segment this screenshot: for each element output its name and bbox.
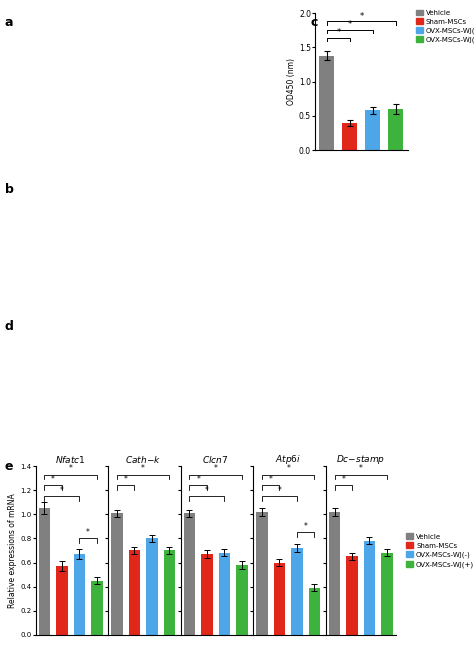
Title: $\it{Cath\mathrm{-}k}$: $\it{Cath\mathrm{-}k}$ xyxy=(125,454,161,466)
Text: *: * xyxy=(141,464,145,473)
Text: *: * xyxy=(214,464,218,473)
Title: $\it{Clcn7}$: $\it{Clcn7}$ xyxy=(202,454,229,466)
Bar xyxy=(319,56,334,150)
Bar xyxy=(39,508,50,635)
Bar xyxy=(236,565,247,635)
Legend: Vehicle, Sham-MSCs, OVX-MSCs-WJ(-), OVX-MSCs-WJ(+): Vehicle, Sham-MSCs, OVX-MSCs-WJ(-), OVX-… xyxy=(416,10,474,43)
Text: *: * xyxy=(51,475,55,485)
Text: e: e xyxy=(5,460,13,473)
Text: *: * xyxy=(341,475,345,485)
Bar xyxy=(201,554,213,635)
Bar xyxy=(381,553,392,635)
Bar xyxy=(111,513,123,635)
Text: *: * xyxy=(304,522,308,532)
Bar xyxy=(309,588,320,635)
Text: *: * xyxy=(348,20,352,29)
Bar xyxy=(184,513,195,635)
Bar xyxy=(164,550,175,635)
Bar xyxy=(91,581,102,635)
Bar xyxy=(329,512,340,635)
Bar xyxy=(364,541,375,635)
Bar xyxy=(129,550,140,635)
Text: *: * xyxy=(205,486,209,495)
Bar xyxy=(274,562,285,635)
Text: *: * xyxy=(359,12,364,21)
Bar xyxy=(146,539,157,635)
Text: *: * xyxy=(124,475,128,485)
Title: $\it{Dc\mathrm{-}stamp}$: $\it{Dc\mathrm{-}stamp}$ xyxy=(336,453,385,466)
Text: *: * xyxy=(196,475,200,485)
Text: *: * xyxy=(359,464,363,473)
Text: c: c xyxy=(310,16,318,29)
Text: a: a xyxy=(5,16,13,29)
Title: $\it{Atp6i}$: $\it{Atp6i}$ xyxy=(275,453,301,466)
Bar xyxy=(73,554,85,635)
Text: *: * xyxy=(277,486,282,495)
Text: *: * xyxy=(60,486,64,495)
Bar xyxy=(256,512,268,635)
Text: *: * xyxy=(86,528,90,537)
Y-axis label: OD450 (nm): OD450 (nm) xyxy=(287,58,296,105)
Bar xyxy=(389,109,403,150)
Bar xyxy=(342,123,357,150)
Title: $\it{Nfatc1}$: $\it{Nfatc1}$ xyxy=(55,454,86,466)
Bar xyxy=(291,548,302,635)
Bar xyxy=(346,556,358,635)
Text: d: d xyxy=(5,320,14,333)
Text: *: * xyxy=(69,464,73,473)
Text: *: * xyxy=(336,28,340,37)
Y-axis label: Relative expressions of mRNA: Relative expressions of mRNA xyxy=(9,493,18,608)
Legend: Vehicle, Sham-MSCs, OVX-MSCs-WJ(-), OVX-MSCs-WJ(+): Vehicle, Sham-MSCs, OVX-MSCs-WJ(-), OVX-… xyxy=(406,534,474,567)
Bar xyxy=(365,110,381,150)
Bar xyxy=(219,553,230,635)
Bar xyxy=(56,566,68,635)
Text: *: * xyxy=(286,464,290,473)
Text: *: * xyxy=(269,475,273,485)
Text: b: b xyxy=(5,183,14,196)
